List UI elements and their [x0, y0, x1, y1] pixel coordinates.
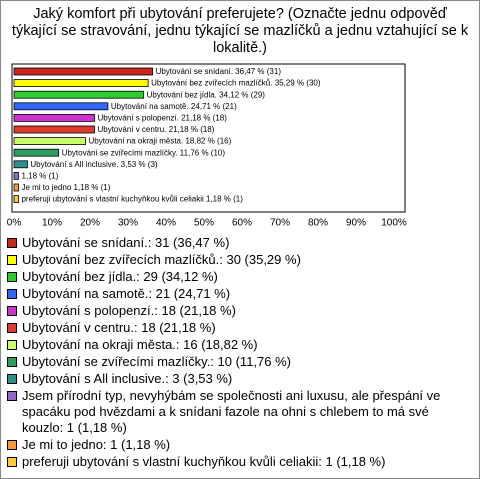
- x-tick-label: 50%: [194, 218, 214, 229]
- bar: [13, 137, 86, 146]
- bar: [13, 125, 95, 134]
- bar: [13, 67, 153, 76]
- legend-swatch: [7, 306, 17, 316]
- legend-item: Jsem přírodní typ, nevyhýbám se společno…: [7, 388, 473, 436]
- legend-swatch: [7, 391, 17, 401]
- legend-item: Ubytování se snídaní.: 31 (36,47 %): [7, 235, 473, 251]
- value-label: preferuji ubytování s vlastní kuchyňkou …: [21, 195, 243, 204]
- x-tick-label: 20%: [80, 218, 100, 229]
- legend-label: Ubytování s polopenzí.: 18 (21,18 %): [22, 303, 236, 318]
- x-tick-label: 0%: [7, 218, 22, 229]
- value-label: Ubytování v centru. 21,18 % (18): [97, 125, 214, 134]
- legend-item: Ubytování bez jídla.: 29 (34,12 %): [7, 269, 473, 285]
- legend-label: Jsem přírodní typ, nevyhýbám se společno…: [22, 388, 441, 435]
- value-label: Ubytování bez jídla. 34,12 % (29): [147, 90, 266, 99]
- legend-item: Je mi to jedno: 1 (1,18 %): [7, 437, 473, 453]
- value-label: Ubytování na samotě. 24,71 % (21): [111, 102, 237, 111]
- legend: Ubytování se snídaní.: 31 (36,47 %) Ubyto…: [7, 235, 473, 471]
- legend-swatch: [7, 357, 17, 367]
- legend-item: Ubytování s polopenzí.: 18 (21,18 %): [7, 303, 473, 319]
- value-label: Ubytování bez zvířecích mazlíčků. 35,29 …: [151, 79, 321, 88]
- bar: [13, 90, 145, 99]
- x-tick-label: 90%: [346, 218, 366, 229]
- legend-item: Ubytování bez zvířecích mazlíčků.: 30 (3…: [7, 252, 473, 268]
- legend-label: Ubytování se zvířecími mazlíčky.: 10 (11…: [22, 354, 291, 369]
- bar: [13, 148, 60, 157]
- legend-swatch: [7, 440, 17, 450]
- legend-item: Ubytování v centru.: 18 (21,18 %): [7, 320, 473, 336]
- value-label: Ubytování s All inclusive. 3,53 % (3): [30, 160, 158, 169]
- value-label: Ubytování se zvířecími mazlíčky. 11,76 %…: [62, 148, 226, 157]
- x-tick-label: 40%: [156, 218, 176, 229]
- bar: [13, 171, 19, 180]
- bar: [13, 102, 109, 111]
- legend-swatch: [7, 340, 17, 350]
- x-tick-label: 100%: [381, 218, 407, 229]
- legend-label: Ubytování na samotě.: 21 (24,71 %): [22, 286, 231, 301]
- legend-label: Ubytování na okraji města.: 16 (18,82 %): [22, 337, 258, 352]
- bar: [13, 79, 149, 87]
- legend-label: Ubytování se snídaní.: 31 (36,47 %): [22, 235, 230, 250]
- legend-label: Je mi to jedno: 1 (1,18 %): [22, 437, 171, 452]
- bar: [13, 114, 95, 122]
- bar: [13, 195, 19, 204]
- chart: 0% 10% 20% 30% 40% 50% 60% 70% 80% 90% 100% Ubytová…: [7, 63, 407, 229]
- legend-label: Ubytování v centru.: 18 (21,18 %): [22, 320, 216, 335]
- legend-swatch: [7, 238, 17, 248]
- legend-item: Ubytování se zvířecími mazlíčky.: 10 (11…: [7, 354, 473, 370]
- legend-label: Ubytování bez jídla.: 29 (34,12 %): [22, 269, 218, 284]
- value-label: Ubytování s polopenzí. 21,18 % (18): [97, 114, 227, 123]
- legend-swatch: [7, 255, 17, 265]
- value-label: Ubytování na okraji města. 18,82 % (16): [89, 137, 232, 146]
- x-tick-label: 80%: [308, 218, 328, 229]
- legend-label: Ubytování s All inclusive.: 3 (3,53 %): [22, 371, 233, 386]
- bar: [13, 160, 28, 169]
- legend-swatch: [7, 374, 17, 384]
- legend-label: preferuji ubytování s vlastní kuchyňkou …: [22, 454, 386, 469]
- bar: [13, 183, 19, 192]
- x-tick-label: 60%: [232, 218, 252, 229]
- x-tick-label: 30%: [118, 218, 138, 229]
- legend-item: Ubytování na okraji města.: 16 (18,82 %): [7, 337, 473, 353]
- x-tick-label: 10%: [42, 218, 62, 229]
- legend-item: Ubytování s All inclusive.: 3 (3,53 %): [7, 371, 473, 387]
- legend-swatch: [7, 289, 17, 299]
- legend-swatch: [7, 457, 17, 467]
- x-tick-label: 70%: [270, 218, 290, 229]
- value-label: Ubytování se snídaní. 36,47 % (31): [156, 67, 282, 76]
- legend-label: Ubytování bez zvířecích mazlíčků.: 30 (3…: [22, 252, 301, 267]
- value-label: 1,18 % (1): [21, 172, 58, 181]
- legend-item: preferuji ubytování s vlastní kuchyňkou …: [7, 454, 473, 470]
- chart-title: Jaký komfort při ubytování preferujete? …: [11, 6, 469, 56]
- legend-swatch: [7, 323, 17, 333]
- legend-item: Ubytování na samotě.: 21 (24,71 %): [7, 286, 473, 302]
- legend-swatch: [7, 272, 17, 282]
- value-label: Je mi to jedno 1,18 % (1): [21, 183, 110, 192]
